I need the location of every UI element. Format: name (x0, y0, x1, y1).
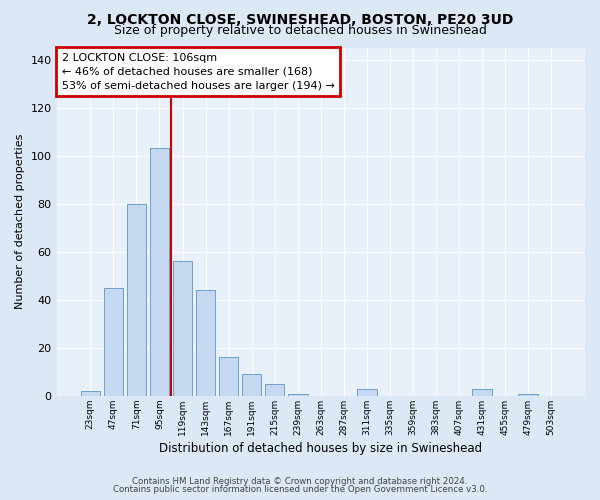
Text: Size of property relative to detached houses in Swineshead: Size of property relative to detached ho… (113, 24, 487, 37)
Bar (357, 388, 377, 396)
Text: 2, LOCKTON CLOSE, SWINESHEAD, BOSTON, PE20 3UD: 2, LOCKTON CLOSE, SWINESHEAD, BOSTON, PE… (87, 12, 513, 26)
Bar (288, 394, 308, 396)
Bar (265, 384, 284, 396)
Text: 2 LOCKTON CLOSE: 106sqm
← 46% of detached houses are smaller (168)
53% of semi-d: 2 LOCKTON CLOSE: 106sqm ← 46% of detache… (62, 52, 335, 90)
Bar (518, 394, 538, 396)
Bar (127, 204, 146, 396)
Bar (219, 358, 238, 396)
Bar (242, 374, 262, 396)
X-axis label: Distribution of detached houses by size in Swineshead: Distribution of detached houses by size … (159, 442, 482, 455)
Bar (149, 148, 169, 396)
Bar (196, 290, 215, 396)
Text: Contains public sector information licensed under the Open Government Licence v3: Contains public sector information licen… (113, 485, 487, 494)
Bar (173, 262, 193, 396)
Bar (80, 391, 100, 396)
Bar (104, 288, 123, 396)
Bar (472, 388, 492, 396)
Text: Contains HM Land Registry data © Crown copyright and database right 2024.: Contains HM Land Registry data © Crown c… (132, 477, 468, 486)
Y-axis label: Number of detached properties: Number of detached properties (15, 134, 25, 310)
